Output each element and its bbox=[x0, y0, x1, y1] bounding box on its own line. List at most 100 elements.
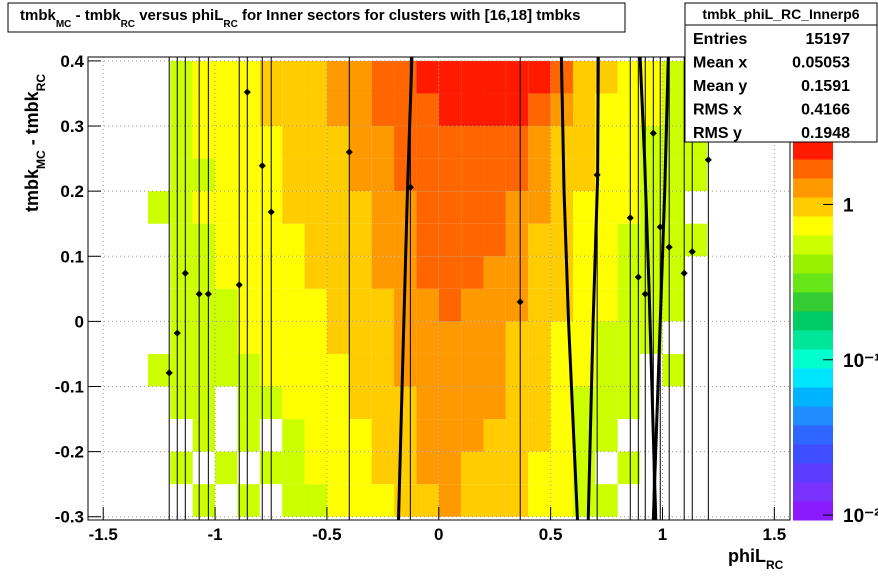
heatmap-cell bbox=[438, 386, 462, 420]
heatmap-cell bbox=[595, 256, 618, 289]
heatmap-cell bbox=[170, 223, 193, 257]
y-axis-label: tmbkMC - tmbkRC bbox=[22, 74, 48, 212]
heatmap-cell bbox=[394, 93, 417, 127]
heatmap-cell bbox=[282, 126, 305, 159]
heatmap-cell bbox=[326, 451, 350, 485]
heatmap-cell bbox=[438, 451, 462, 485]
x-axis-label: phiLRC bbox=[728, 546, 784, 572]
point bbox=[626, 214, 634, 222]
heatmap-cell bbox=[416, 158, 439, 192]
palette-band bbox=[793, 463, 833, 483]
heatmap-cell bbox=[461, 256, 484, 289]
heatmap-cell bbox=[326, 386, 350, 420]
heatmap-cell bbox=[326, 321, 350, 354]
heatmap-cell bbox=[192, 126, 216, 159]
heatmap-cell bbox=[326, 158, 350, 192]
heatmap-cell bbox=[461, 158, 484, 192]
palette-band bbox=[793, 349, 833, 369]
heatmap-cell bbox=[282, 451, 305, 485]
heatmap-cell bbox=[192, 93, 216, 127]
heatmap-cell bbox=[371, 321, 395, 354]
heatmap-cell bbox=[662, 288, 685, 322]
point bbox=[267, 208, 275, 216]
heatmap-cell bbox=[528, 386, 551, 420]
heatmap-cell bbox=[483, 126, 506, 159]
heatmap-cell bbox=[326, 126, 350, 159]
heatmap-cell bbox=[461, 386, 484, 420]
heatmap-cell bbox=[550, 353, 574, 387]
heatmap-cell bbox=[192, 256, 216, 289]
heatmap-cell bbox=[237, 93, 260, 127]
x-tick-label: 0.5 bbox=[539, 525, 563, 544]
heatmap-cell bbox=[170, 256, 193, 289]
heatmap-cell bbox=[461, 484, 484, 517]
heatmap-cell bbox=[349, 386, 372, 420]
heatmap-cell bbox=[326, 288, 350, 322]
heatmap-cell bbox=[505, 256, 529, 289]
heatmap-cell bbox=[662, 256, 685, 289]
heatmap-cell bbox=[237, 60, 260, 94]
heatmap-cell bbox=[505, 451, 529, 485]
point bbox=[688, 248, 696, 256]
heatmap-cell bbox=[282, 288, 305, 322]
heatmap-cell bbox=[170, 158, 193, 192]
heatmap-cell bbox=[371, 288, 395, 322]
y-tick-label: 0.3 bbox=[60, 117, 84, 136]
x-tick-label: -0.5 bbox=[312, 525, 341, 544]
heatmap-cell bbox=[304, 386, 327, 420]
heatmap-cell bbox=[595, 288, 618, 322]
heatmap-cell bbox=[349, 126, 372, 159]
heatmap-cell bbox=[684, 158, 708, 192]
heatmap-cell bbox=[215, 126, 238, 159]
heatmap-cell bbox=[349, 93, 372, 127]
curve bbox=[397, 56, 414, 521]
heatmap-cell bbox=[438, 484, 462, 517]
point bbox=[243, 88, 251, 96]
y-tick-label: -0.2 bbox=[55, 443, 84, 462]
heatmap-cell bbox=[461, 60, 484, 94]
curve bbox=[638, 56, 658, 521]
stats-label: Mean y bbox=[693, 78, 747, 95]
heatmap-cell bbox=[192, 288, 216, 322]
heatmap-cell bbox=[394, 419, 417, 452]
heatmap-cell bbox=[438, 93, 462, 127]
heatmap-cell bbox=[640, 191, 663, 224]
heatmap-cell bbox=[617, 191, 641, 224]
heatmap-cell bbox=[505, 191, 529, 224]
heatmap-cell bbox=[215, 321, 238, 354]
heatmap-cell bbox=[304, 93, 327, 127]
heatmap-cell bbox=[282, 321, 305, 354]
heatmap-cell bbox=[237, 321, 260, 354]
heatmap-cell bbox=[304, 223, 327, 257]
subscript: RC bbox=[223, 19, 237, 30]
heatmap-cell bbox=[528, 288, 551, 322]
heatmap-cell bbox=[192, 60, 216, 94]
heatmap-cell bbox=[461, 353, 484, 387]
heatmap-cell bbox=[304, 126, 327, 159]
heatmap-cell bbox=[349, 288, 372, 322]
subscript: RC bbox=[34, 74, 48, 92]
heatmap-cell bbox=[617, 256, 641, 289]
point bbox=[173, 329, 181, 337]
heatmap-cell bbox=[550, 223, 574, 257]
heatmap-cell bbox=[573, 191, 596, 224]
stats-label: Mean x bbox=[693, 55, 747, 72]
heatmap-cell bbox=[483, 223, 506, 257]
heatmap-cell bbox=[528, 419, 551, 452]
palette-band bbox=[793, 235, 833, 255]
heatmap-cell bbox=[237, 484, 260, 517]
subscript: RC bbox=[766, 558, 784, 572]
point bbox=[704, 156, 712, 164]
heatmap-cell bbox=[438, 126, 462, 159]
heatmap-cell bbox=[595, 419, 618, 452]
palette-band bbox=[793, 501, 833, 521]
heatmap-cell bbox=[595, 321, 618, 354]
heatmap-cell bbox=[371, 60, 395, 94]
palette-band bbox=[793, 216, 833, 236]
heatmap-cell bbox=[326, 256, 350, 289]
heatmap-cell bbox=[416, 386, 439, 420]
heatmap-cell bbox=[371, 126, 395, 159]
heatmap-cell bbox=[282, 484, 305, 517]
heatmap-cell bbox=[573, 126, 596, 159]
heatmap-cell bbox=[215, 158, 238, 192]
